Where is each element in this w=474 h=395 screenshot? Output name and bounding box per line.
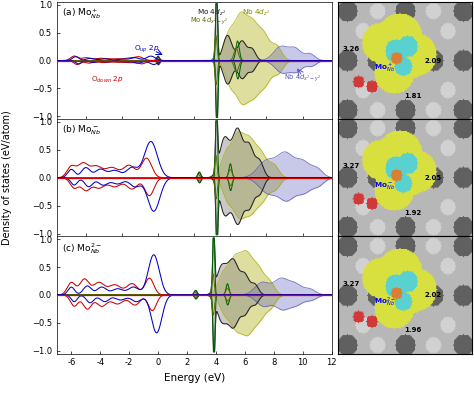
Text: 3.27: 3.27 [343, 280, 360, 286]
Text: Nb 4$d_{x^2-y^2}$: Nb 4$d_{x^2-y^2}$ [284, 73, 321, 84]
Text: O$_{up}$ 2$p$: O$_{up}$ 2$p$ [134, 43, 159, 55]
Text: 2.09: 2.09 [425, 58, 442, 64]
Text: Nb 4$d_{z^2}$: Nb 4$d_{z^2}$ [242, 8, 271, 18]
Text: Density of states (eV/atom): Density of states (eV/atom) [2, 110, 12, 245]
Text: Mo$^+_{Nb}$: Mo$^+_{Nb}$ [374, 62, 395, 74]
Text: Mo$^{2-}_{Nb}$: Mo$^{2-}_{Nb}$ [374, 295, 396, 309]
Text: (a) Mo$^+_{Nb}$: (a) Mo$^+_{Nb}$ [63, 7, 101, 21]
Text: Mo 4$d_{z^2}$: Mo 4$d_{z^2}$ [197, 8, 226, 18]
Text: 2.05: 2.05 [425, 175, 442, 181]
Text: 1.92: 1.92 [405, 210, 422, 216]
Text: 2.02: 2.02 [425, 292, 442, 298]
X-axis label: Energy (eV): Energy (eV) [164, 373, 225, 383]
Text: 3.27: 3.27 [343, 164, 360, 169]
Text: O$_{down}$ 2$p$: O$_{down}$ 2$p$ [91, 75, 124, 85]
Text: 1.96: 1.96 [405, 327, 422, 333]
Text: Mo$^-_{Nb}$: Mo$^-_{Nb}$ [374, 180, 395, 191]
Text: Mo 4$d_{x^2-y^2}$: Mo 4$d_{x^2-y^2}$ [190, 15, 228, 27]
Text: 3.26: 3.26 [343, 46, 360, 52]
Text: (b) Mo$^-_{Nb}$: (b) Mo$^-_{Nb}$ [63, 124, 102, 137]
Text: (c) Mo$^{2-}_{Nb}$: (c) Mo$^{2-}_{Nb}$ [63, 241, 102, 256]
Text: 1.81: 1.81 [405, 93, 422, 99]
